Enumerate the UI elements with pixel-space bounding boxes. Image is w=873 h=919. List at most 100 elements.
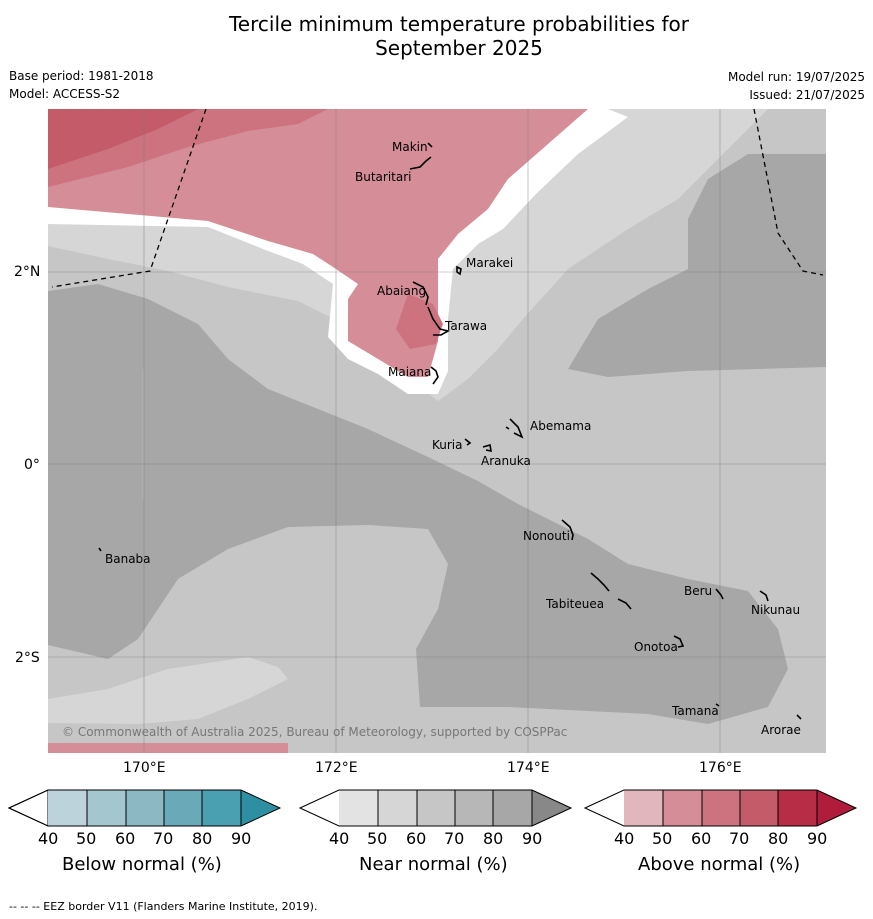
label-makin: Makin: [392, 140, 428, 154]
near-tick-40: 40: [329, 829, 350, 848]
near-normal-70-region-southwest: [48, 284, 788, 724]
eez-border-east: [753, 109, 824, 276]
makin-outline: [427, 142, 433, 148]
colorbar-near-lower-extend: [300, 790, 339, 826]
above-normal-title: Above normal (%): [638, 854, 801, 875]
above-normal-70-region: [48, 109, 198, 169]
nonouti-outline: [561, 519, 574, 541]
colorbar-above-upper-extend: [817, 790, 856, 826]
abaiang-outline: [412, 281, 429, 306]
map-area: Makin Butaritari Marakei Abaiang Tarawa …: [48, 109, 826, 753]
colorbar-near-swatch-60: [417, 790, 455, 826]
colorbar-below-swatch-80: [202, 790, 241, 826]
place-labels: Makin Butaritari Marakei Abaiang Tarawa …: [105, 140, 801, 737]
lat-label-0: 0°: [24, 457, 40, 473]
butaritari-outline: [409, 156, 432, 170]
above-tick-90: 90: [807, 829, 828, 848]
near-tick-90: 90: [522, 829, 543, 848]
below-tick-40: 40: [38, 829, 59, 848]
label-tarawa: Tarawa: [444, 319, 487, 333]
colorbar-above-swatch-50: [663, 790, 702, 826]
near-tick-60: 60: [406, 829, 427, 848]
base-period: Base period: 1981-2018: [9, 69, 154, 83]
label-onotoa: Onotoa: [634, 640, 678, 654]
label-aranuka: Aranuka: [481, 454, 531, 468]
lon-label-174e: 174°E: [507, 760, 550, 776]
above-normal-bottom-strip: [48, 743, 288, 753]
below-tick-70: 70: [153, 829, 174, 848]
eez-footnote: -- -- -- EEZ border V11 (Flanders Marine…: [9, 900, 318, 913]
lat-label-2s: 2°S: [15, 650, 40, 666]
tamana-outline: [715, 703, 720, 707]
abemama-outline: [505, 418, 524, 439]
above-tick-50: 50: [652, 829, 673, 848]
island-outlines: [98, 142, 802, 720]
label-kuria: Kuria: [432, 438, 463, 452]
colorbar-below-swatch-60: [126, 790, 164, 826]
near-tick-70: 70: [444, 829, 465, 848]
label-nikunau: Nikunau: [751, 603, 800, 617]
colorbar-near-upper-extend: [532, 790, 571, 826]
kuria-outline: [464, 438, 472, 446]
label-tabiteuea: Tabiteuea: [545, 597, 604, 611]
label-butaritari: Butaritari: [355, 170, 412, 184]
above-tick-70: 70: [729, 829, 750, 848]
onotoa-outline: [673, 635, 685, 648]
colorbar-near-swatch-50: [378, 790, 417, 826]
above-normal-50-region: [48, 109, 588, 377]
maiana-outline: [430, 366, 439, 385]
label-arorae: Arorae: [761, 723, 801, 737]
lon-label-176e: 176°E: [699, 760, 742, 776]
label-abaiang: Abaiang: [377, 284, 426, 298]
colorbar-above-swatch-40: [624, 790, 663, 826]
eez-border-west: [51, 109, 207, 288]
copyright-notice: © Commonwealth of Australia 2025, Bureau…: [62, 725, 567, 739]
colorbar-near-normal: [299, 789, 573, 827]
arorae-outline: [796, 714, 802, 720]
below-tick-50: 50: [76, 829, 97, 848]
below-tick-60: 60: [115, 829, 136, 848]
map-title: Tercile minimum temperature probabilitie…: [0, 12, 873, 60]
colorbar-above-lower-extend: [585, 790, 624, 826]
lat-label-2n: 2°N: [14, 264, 41, 280]
colorbar-above-swatch-80: [778, 790, 817, 826]
colorbar-below-swatch-50: [87, 790, 126, 826]
near-tick-50: 50: [367, 829, 388, 848]
label-banaba: Banaba: [105, 552, 151, 566]
tabiteuea-outline: [590, 572, 632, 610]
colorbar-above-normal: [584, 789, 858, 827]
label-marakei: Marakei: [466, 256, 513, 270]
title-line-2: September 2025: [375, 36, 543, 60]
near-normal-50-region-south: [48, 657, 288, 724]
label-maiana: Maiana: [388, 365, 431, 379]
above-normal-60-region-tarawa: [396, 294, 443, 349]
colorbar-near-swatch-80: [493, 790, 532, 826]
colorbar-below-normal: [8, 789, 282, 827]
label-abemama: Abemama: [530, 419, 591, 433]
colorbar-near-swatch-70: [455, 790, 493, 826]
above-tick-80: 80: [768, 829, 789, 848]
below-tick-90: 90: [231, 829, 252, 848]
label-beru: Beru: [684, 584, 712, 598]
label-tamana: Tamana: [671, 704, 719, 718]
near-normal-70-region-east: [568, 154, 826, 377]
colorbar-near-swatch-40: [339, 790, 378, 826]
colorbar-below-lower-extend: [8, 789, 49, 827]
colorbar-below-swatch-40: [48, 790, 87, 826]
below-normal-title: Below normal (%): [62, 854, 222, 875]
lon-label-172e: 172°E: [315, 760, 358, 776]
beru-outline: [715, 588, 724, 600]
colorbar-below-upper-extend: [241, 790, 280, 826]
issued-date: Issued: 21/07/2025: [749, 88, 865, 102]
model-name: Model: ACCESS-S2: [9, 87, 121, 101]
label-nonouti: Nonouti: [523, 529, 570, 543]
graticule: [48, 109, 826, 753]
colorbar-above-swatch-70: [740, 790, 778, 826]
above-tick-60: 60: [691, 829, 712, 848]
nikunau-outline: [759, 590, 769, 602]
colorbar-below-swatch-70: [164, 790, 202, 826]
model-run-date: Model run: 19/07/2025: [727, 70, 865, 84]
title-line-1: Tercile minimum temperature probabilitie…: [228, 12, 690, 36]
marakei-outline: [456, 265, 462, 276]
near-normal-title: Near normal (%): [359, 854, 508, 875]
